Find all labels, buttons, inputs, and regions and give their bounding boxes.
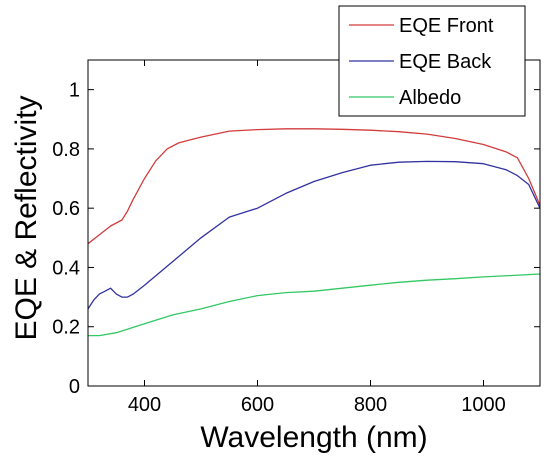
x-tick-label: 600	[241, 394, 274, 416]
legend: EQE Front EQE Back Albedo	[338, 5, 526, 117]
axes-layer: 400 600 800 1000 0 0.2 0.4 0.6 0.8 1	[52, 60, 540, 416]
x-tick-label: 800	[354, 394, 387, 416]
plot-frame	[87, 59, 541, 387]
series-line-eqe-front	[87, 128, 541, 245]
series-line-eqe-back	[87, 160, 541, 310]
y-tick-label: 0.6	[52, 198, 80, 220]
y-tick-label: 0.2	[52, 317, 80, 339]
legend-label: EQE Front	[399, 15, 494, 37]
y-tick-label: 1	[69, 80, 80, 102]
x-axis-title: Wavelength (nm)	[200, 421, 427, 454]
x-tick-label: 1000	[461, 394, 506, 416]
series-layer	[87, 128, 541, 337]
x-tick-label: 400	[128, 394, 161, 416]
y-axis-title: EQE & Reflectivity	[10, 95, 43, 340]
legend-label: EQE Back	[399, 51, 492, 73]
y-tick-label: 0.8	[52, 139, 80, 161]
y-tick-label: 0.4	[52, 257, 80, 279]
y-tick-label: 0	[69, 376, 80, 398]
legend-label: Albedo	[399, 87, 461, 109]
series-line-albedo	[88, 273, 541, 337]
